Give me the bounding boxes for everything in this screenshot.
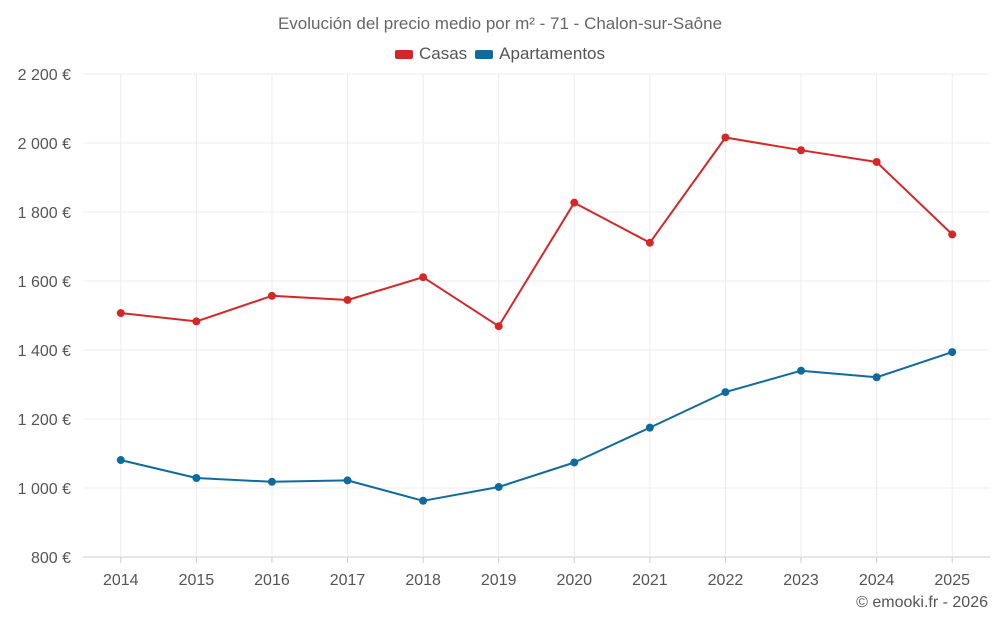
- y-tick-label: 1 800 €: [18, 205, 71, 222]
- data-point-apartamentos: [645, 423, 654, 432]
- data-point-casas: [721, 133, 730, 142]
- data-point-apartamentos: [343, 476, 352, 485]
- chart-title: Evolución del precio medio por m² - 71 -…: [277, 14, 723, 33]
- data-point-apartamentos: [721, 388, 730, 397]
- y-tick-label: 2 000 €: [18, 136, 71, 153]
- data-point-casas: [797, 146, 806, 155]
- data-point-apartamentos: [948, 348, 957, 357]
- data-point-apartamentos: [872, 373, 881, 382]
- chart-legend: Casas Apartamentos: [0, 44, 1000, 64]
- x-tick-label: 2017: [330, 572, 366, 589]
- data-point-casas: [948, 230, 957, 239]
- data-point-apartamentos: [267, 477, 276, 486]
- x-tick-label: 2014: [103, 572, 139, 589]
- data-point-casas: [192, 317, 201, 326]
- data-point-casas: [116, 309, 125, 318]
- y-tick-label: 1 200 €: [18, 412, 71, 429]
- x-tick-label: 2019: [481, 572, 517, 589]
- y-tick-label: 1 600 €: [18, 274, 71, 291]
- x-tick-label: 2016: [254, 572, 290, 589]
- data-point-casas: [419, 273, 428, 282]
- data-point-apartamentos: [192, 473, 201, 482]
- series-line-casas: [120, 136, 953, 328]
- x-tick-label: 2025: [934, 572, 970, 589]
- x-tick-label: 2020: [556, 572, 592, 589]
- data-point-casas: [494, 322, 503, 331]
- legend-item-apartamentos[interactable]: Apartamentos: [475, 44, 605, 64]
- credit-text: © emooki.fr - 2026: [856, 594, 988, 611]
- y-tick-label: 800 €: [31, 550, 71, 567]
- x-tick-label: 2023: [783, 572, 819, 589]
- data-point-apartamentos: [116, 456, 125, 465]
- data-point-casas: [267, 291, 276, 300]
- x-tick-label: 2024: [859, 572, 895, 589]
- data-point-casas: [570, 198, 579, 207]
- legend-swatch-apartamentos: [475, 49, 494, 59]
- legend-label-casas: Casas: [418, 44, 468, 63]
- x-tick-label: 2018: [405, 572, 441, 589]
- x-tick-label: 2022: [708, 572, 744, 589]
- series-line-apartamentos: [120, 351, 953, 502]
- y-tick-label: 2 200 €: [18, 67, 71, 84]
- data-point-apartamentos: [419, 496, 428, 505]
- legend-item-casas[interactable]: Casas: [394, 44, 468, 64]
- x-tick-label: 2015: [179, 572, 215, 589]
- data-point-apartamentos: [797, 366, 806, 375]
- data-point-casas: [872, 157, 881, 166]
- legend-swatch-casas: [394, 49, 413, 59]
- y-tick-label: 1 400 €: [18, 343, 71, 360]
- y-tick-label: 1 000 €: [18, 481, 71, 498]
- data-point-apartamentos: [494, 482, 503, 491]
- data-point-casas: [343, 295, 352, 304]
- data-point-apartamentos: [570, 458, 579, 467]
- legend-label-apartamentos: Apartamentos: [499, 44, 606, 63]
- data-point-casas: [645, 238, 654, 247]
- x-tick-label: 2021: [632, 572, 668, 589]
